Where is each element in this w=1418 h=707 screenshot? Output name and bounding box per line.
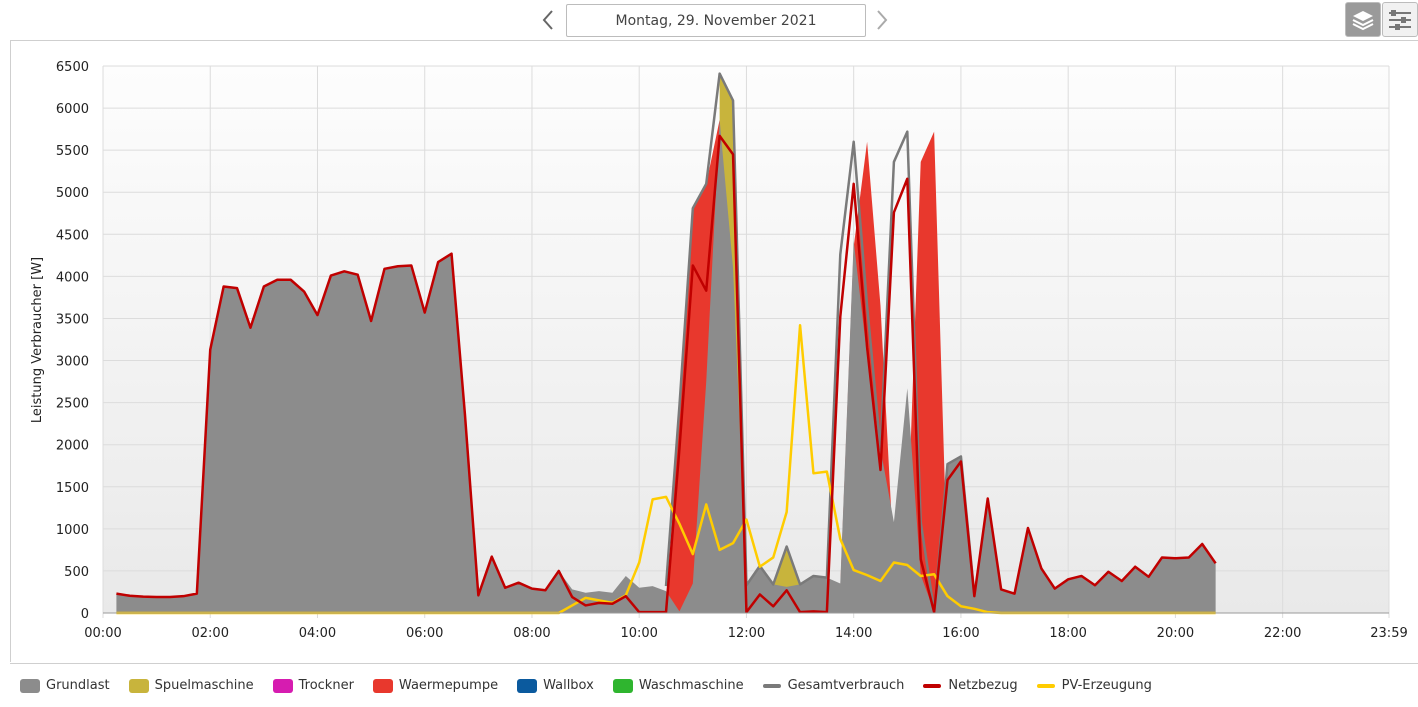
series-line-netzbezug xyxy=(116,134,1217,614)
y-tick-label: 5500 xyxy=(56,144,89,159)
legend-item[interactable]: Gesamtverbrauch xyxy=(762,678,905,693)
y-tick-label: 6500 xyxy=(56,60,89,75)
chevron-left-icon xyxy=(542,10,553,30)
legend-item[interactable]: PV-Erzeugung xyxy=(1036,678,1152,693)
y-tick-label: 1500 xyxy=(56,481,89,496)
legend-item[interactable]: Spuelmaschine xyxy=(128,678,254,693)
legend-swatch xyxy=(762,683,781,688)
y-tick-label: 500 xyxy=(64,565,89,580)
x-tick-label: 04:00 xyxy=(299,626,336,641)
sliders-icon xyxy=(1389,9,1411,30)
legend-label: Trockner xyxy=(298,678,354,693)
series-line-gesamtverbrauch xyxy=(664,72,976,613)
layers-icon xyxy=(1352,10,1374,30)
legend-swatch xyxy=(20,678,40,693)
chart-panel: 0 500 1000 1500 2000 2500 3000 3500 4000 4500 5000… xyxy=(10,40,1418,662)
legend-swatch xyxy=(517,678,538,693)
x-tick-label: 23:59 xyxy=(1370,626,1407,641)
legend-label: Gesamtverbrauch xyxy=(787,678,905,693)
y-tick-label: 6000 xyxy=(56,102,89,117)
x-tick-label: 08:00 xyxy=(513,626,550,641)
legend-swatch xyxy=(272,678,293,693)
prev-day-button[interactable] xyxy=(538,6,558,34)
legend-label: Spuelmaschine xyxy=(154,678,254,693)
x-tick-label: 10:00 xyxy=(620,626,657,641)
legend-label: Netzbezug xyxy=(948,678,1018,693)
legend-label: Waschmaschine xyxy=(638,678,744,693)
legend-label: PV-Erzeugung xyxy=(1061,678,1152,693)
legend-label: Grundlast xyxy=(46,678,110,693)
x-tick-label: 18:00 xyxy=(1049,626,1086,641)
y-tick-label: 3500 xyxy=(56,312,89,327)
legend-item[interactable]: Waermepumpe xyxy=(372,678,499,693)
x-tick-label: 22:00 xyxy=(1264,626,1301,641)
x-tick-label: 16:00 xyxy=(942,626,979,641)
x-tick-label: 20:00 xyxy=(1157,626,1194,641)
toolbar: Montag, 29. November 2021 xyxy=(0,0,1418,40)
y-tick-label: 4500 xyxy=(56,228,89,243)
legend: Grundlast Spuelmaschine Trockner Waermepump… xyxy=(10,663,1418,707)
legend-item[interactable]: Wallbox xyxy=(517,678,594,693)
date-selector[interactable]: Montag, 29. November 2021 xyxy=(566,4,866,37)
x-tick-label: 12:00 xyxy=(728,626,765,641)
chevron-right-icon xyxy=(877,10,888,30)
legend-item[interactable]: Netzbezug xyxy=(923,678,1018,693)
layers-toggle-button[interactable] xyxy=(1345,2,1381,37)
y-tick-label: 0 xyxy=(81,607,89,622)
legend-item[interactable]: Trockner xyxy=(272,678,354,693)
y-tick-label: 4000 xyxy=(56,270,89,285)
legend-swatch xyxy=(923,683,942,688)
legend-item[interactable]: Grundlast xyxy=(20,678,110,693)
axis-layer: 0 500 1000 1500 2000 2500 3000 3500 4000 4500 5000… xyxy=(56,60,1408,641)
y-tick-label: 2000 xyxy=(56,439,89,454)
x-tick-label: 06:00 xyxy=(406,626,443,641)
legend-swatch xyxy=(128,678,149,693)
series-area-grundlast xyxy=(116,119,1216,613)
date-label: Montag, 29. November 2021 xyxy=(615,12,817,29)
x-tick-label: 14:00 xyxy=(835,626,872,641)
legend-swatch xyxy=(372,678,393,693)
series-layer xyxy=(116,72,1217,615)
y-tick-label: 3000 xyxy=(56,355,89,370)
y-tick-label: 2500 xyxy=(56,397,89,412)
y-tick-label: 1000 xyxy=(56,523,89,538)
x-tick-label: 00:00 xyxy=(84,626,121,641)
x-tick-label: 02:00 xyxy=(192,626,229,641)
legend-label: Waermepumpe xyxy=(398,678,499,693)
power-chart: 0 500 1000 1500 2000 2500 3000 3500 4000 4500 5000… xyxy=(30,60,1408,641)
sliders-toggle-button[interactable] xyxy=(1382,2,1418,37)
legend-label: Wallbox xyxy=(543,678,594,693)
legend-swatch xyxy=(612,678,633,693)
legend-item[interactable]: Waschmaschine xyxy=(612,678,744,693)
legend-swatch xyxy=(1036,683,1055,688)
next-day-button[interactable] xyxy=(872,6,892,34)
y-axis-label: Leistung Verbraucher [W] xyxy=(30,257,45,423)
y-tick-label: 5000 xyxy=(56,186,89,201)
